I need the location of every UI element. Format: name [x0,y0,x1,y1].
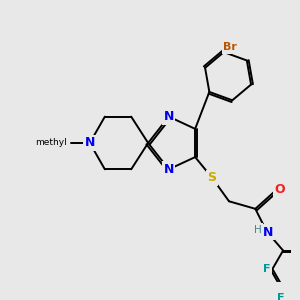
Text: F: F [263,264,270,274]
Text: N: N [164,163,174,176]
Text: H: H [254,224,262,235]
Text: N: N [164,110,174,123]
Text: N: N [85,136,95,149]
Text: N: N [263,226,274,239]
Text: methyl: methyl [35,139,67,148]
Text: S: S [208,171,217,184]
Text: O: O [274,183,285,196]
Text: F: F [277,293,284,300]
Text: Br: Br [224,42,237,52]
